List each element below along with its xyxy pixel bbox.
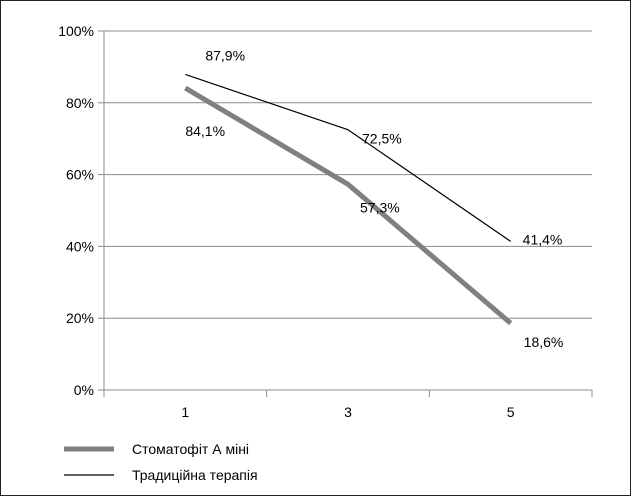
x-tick-label-1: 3 [344, 404, 352, 420]
y-tick-label-1: 20% [66, 310, 94, 326]
data-label-s0-1: 57,3% [360, 199, 400, 215]
x-tick-label-0: 1 [181, 404, 189, 420]
data-label-s1-1: 72,5% [362, 131, 402, 147]
legend-label-1: Традиційна терапія [132, 467, 258, 483]
data-label-s1-0: 87,9% [205, 47, 245, 63]
legend-label-0: Стоматофіт А міні [132, 441, 249, 457]
x-tick-label-2: 5 [507, 404, 515, 420]
data-label-s0-0: 84,1% [185, 123, 225, 139]
y-tick-label-2: 40% [66, 238, 94, 254]
y-tick-label-3: 60% [66, 167, 94, 183]
y-tick-label-5: 100% [58, 23, 94, 39]
y-tick-label-4: 80% [66, 95, 94, 111]
data-label-s0-2: 18,6% [524, 334, 564, 350]
series-line-1 [185, 73, 512, 242]
data-label-s1-2: 41,4% [523, 231, 563, 247]
series-line-0 [184, 85, 513, 326]
y-tick-label-0: 0% [74, 382, 94, 398]
